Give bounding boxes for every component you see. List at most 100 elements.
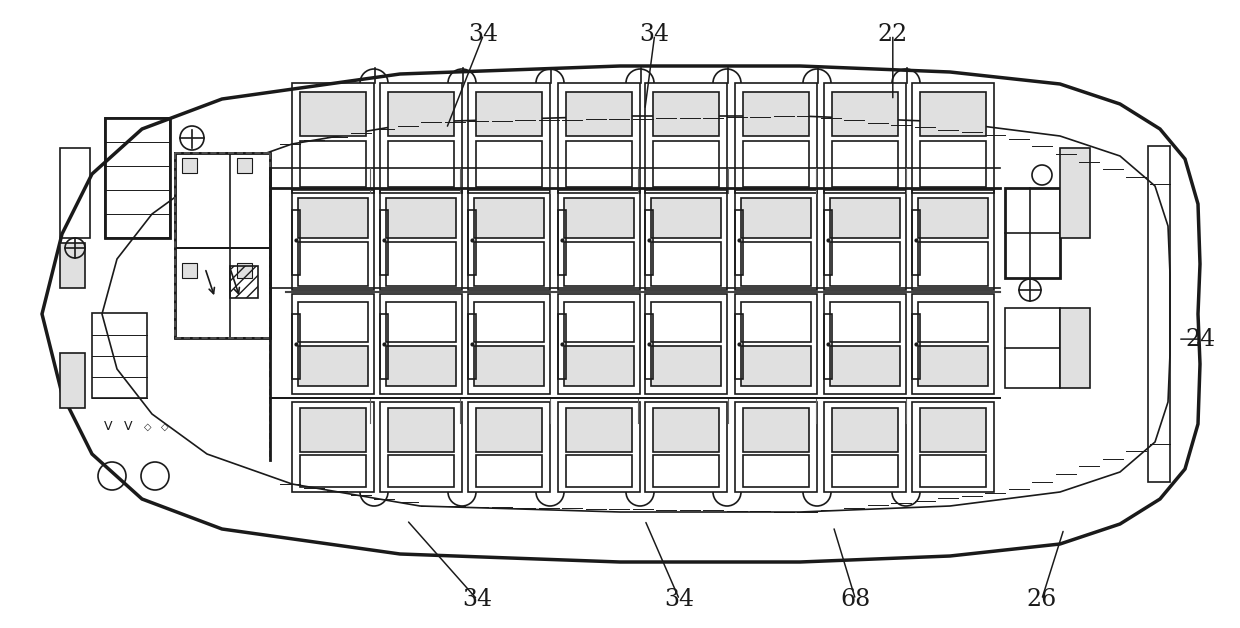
Bar bbox=[651, 346, 720, 386]
Bar bbox=[735, 294, 817, 394]
Bar bbox=[735, 83, 817, 193]
Bar bbox=[298, 242, 368, 286]
Bar bbox=[386, 198, 456, 238]
Bar bbox=[653, 141, 719, 187]
Bar bbox=[182, 158, 197, 173]
Bar bbox=[291, 210, 300, 275]
Bar bbox=[911, 83, 994, 193]
Bar bbox=[645, 190, 727, 290]
Bar bbox=[825, 314, 832, 379]
Bar bbox=[645, 314, 653, 379]
Text: 34: 34 bbox=[665, 588, 694, 611]
Bar bbox=[558, 402, 640, 492]
Bar bbox=[467, 314, 476, 379]
Bar bbox=[300, 141, 366, 187]
Bar bbox=[298, 346, 368, 386]
Bar bbox=[918, 198, 988, 238]
Bar bbox=[558, 190, 640, 290]
Bar bbox=[918, 302, 988, 342]
Bar bbox=[1060, 148, 1090, 238]
Bar bbox=[558, 210, 565, 275]
Bar bbox=[742, 242, 811, 286]
Bar bbox=[175, 153, 270, 338]
Bar bbox=[379, 294, 463, 394]
Bar bbox=[379, 210, 388, 275]
Bar bbox=[830, 302, 900, 342]
Bar bbox=[474, 242, 544, 286]
Bar bbox=[825, 294, 906, 394]
Bar bbox=[743, 408, 808, 452]
Bar bbox=[742, 346, 811, 386]
Bar bbox=[645, 210, 653, 275]
Bar bbox=[298, 198, 368, 238]
Bar bbox=[467, 294, 551, 394]
Bar bbox=[565, 141, 632, 187]
Bar bbox=[825, 83, 906, 193]
Polygon shape bbox=[42, 66, 1200, 562]
Bar bbox=[558, 314, 565, 379]
Bar bbox=[735, 314, 743, 379]
Bar bbox=[911, 294, 994, 394]
Bar bbox=[386, 346, 456, 386]
Bar bbox=[467, 402, 551, 492]
Text: 34: 34 bbox=[640, 23, 670, 46]
Bar bbox=[825, 402, 906, 492]
Bar bbox=[742, 198, 811, 238]
Bar bbox=[743, 92, 808, 136]
Bar bbox=[651, 198, 720, 238]
Bar bbox=[911, 210, 920, 275]
Bar bbox=[229, 266, 258, 298]
Text: 24: 24 bbox=[1185, 328, 1215, 350]
Bar bbox=[558, 83, 640, 193]
Bar bbox=[474, 198, 544, 238]
Bar bbox=[175, 153, 270, 248]
Bar bbox=[830, 242, 900, 286]
Bar bbox=[92, 313, 148, 398]
Text: 68: 68 bbox=[841, 588, 870, 611]
Bar bbox=[651, 302, 720, 342]
Text: 26: 26 bbox=[1027, 588, 1056, 611]
Bar bbox=[474, 302, 544, 342]
Bar bbox=[743, 141, 808, 187]
Text: V: V bbox=[124, 420, 133, 433]
Bar bbox=[476, 455, 542, 487]
Bar bbox=[920, 408, 986, 452]
Bar bbox=[237, 158, 252, 173]
Text: 22: 22 bbox=[878, 23, 908, 46]
Bar bbox=[291, 190, 374, 290]
Bar bbox=[565, 455, 632, 487]
Bar bbox=[832, 141, 898, 187]
Bar bbox=[920, 455, 986, 487]
Bar bbox=[558, 294, 640, 394]
Text: ◇: ◇ bbox=[144, 422, 151, 432]
Bar bbox=[564, 198, 634, 238]
Bar bbox=[1060, 308, 1090, 388]
Bar bbox=[386, 302, 456, 342]
Bar bbox=[60, 353, 86, 408]
Bar bbox=[379, 402, 463, 492]
Bar bbox=[175, 248, 270, 338]
Bar bbox=[237, 263, 252, 278]
Bar bbox=[60, 148, 91, 238]
Bar bbox=[653, 408, 719, 452]
Bar bbox=[300, 408, 366, 452]
Bar bbox=[920, 92, 986, 136]
Bar bbox=[1148, 146, 1171, 482]
Bar bbox=[832, 455, 898, 487]
Bar bbox=[467, 190, 551, 290]
Bar bbox=[735, 402, 817, 492]
Text: 34: 34 bbox=[469, 23, 498, 46]
Text: ◇: ◇ bbox=[161, 422, 169, 432]
Bar bbox=[743, 455, 808, 487]
Bar bbox=[388, 408, 454, 452]
Bar bbox=[564, 302, 634, 342]
Bar bbox=[911, 402, 994, 492]
Bar bbox=[565, 408, 632, 452]
Bar bbox=[386, 242, 456, 286]
Bar bbox=[476, 408, 542, 452]
Bar bbox=[467, 210, 476, 275]
Bar bbox=[911, 190, 994, 290]
Bar bbox=[379, 190, 463, 290]
Bar bbox=[735, 190, 817, 290]
Bar bbox=[476, 141, 542, 187]
